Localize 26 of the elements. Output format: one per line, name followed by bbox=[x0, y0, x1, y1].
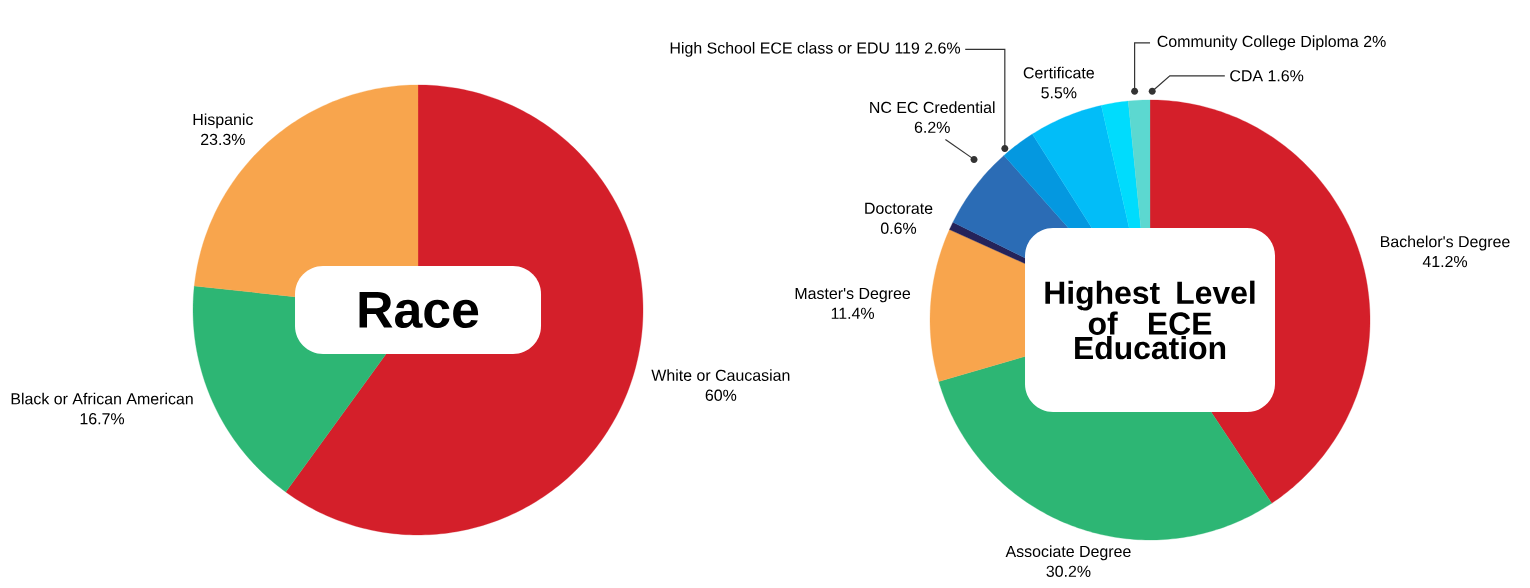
slice-label: Community College Diploma bbox=[1157, 35, 1359, 51]
data-label: 2% bbox=[1364, 35, 1386, 47]
data-label: 1.6% bbox=[1268, 70, 1304, 82]
data-label: 2.6% bbox=[925, 42, 961, 54]
text: Highest Level of ECE Education bbox=[1045, 280, 1255, 360]
slice-label: Certificate bbox=[1023, 66, 1094, 79]
slice-label: Master's Degree bbox=[795, 287, 911, 303]
slice-label: NC EC Credential bbox=[870, 101, 995, 114]
data-label: 60% bbox=[705, 389, 737, 401]
slice-label: Hispanic bbox=[193, 113, 253, 129]
data-label: 11.4% bbox=[831, 307, 875, 319]
data-label: 41.2% bbox=[1422, 255, 1468, 268]
data-label: 16.7% bbox=[80, 413, 125, 425]
slice-label: CDA bbox=[1230, 70, 1264, 82]
slice-label: White or Caucasian bbox=[651, 369, 790, 381]
slice-label: Black or African American bbox=[11, 392, 193, 405]
data-label: 0.6% bbox=[880, 222, 917, 234]
slice-label: High School ECE class or EDU 119 bbox=[670, 41, 920, 57]
data-label: 23.3% bbox=[201, 133, 245, 146]
slice-label: Bachelor's Degree bbox=[1381, 235, 1510, 251]
text: Race bbox=[359, 291, 479, 329]
slice-label: Associate Degree bbox=[1005, 545, 1131, 561]
data-label: 30.2% bbox=[1046, 565, 1091, 577]
slice-label: Doctorate bbox=[865, 202, 933, 214]
data-label: 5.5% bbox=[1041, 87, 1077, 99]
data-label: 6.2% bbox=[914, 121, 950, 133]
